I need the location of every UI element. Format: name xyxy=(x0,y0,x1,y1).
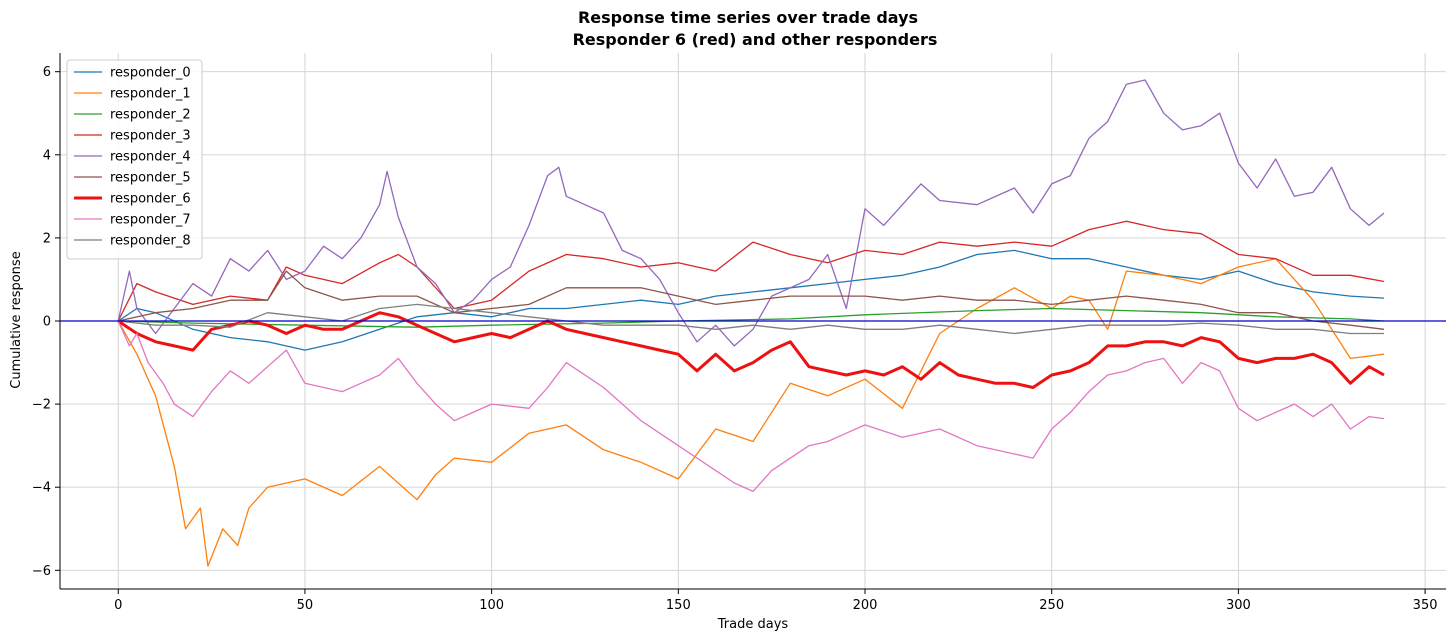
x-tick-label: 350 xyxy=(1413,598,1438,613)
y-tick-label: −2 xyxy=(32,398,51,413)
y-tick-label: 2 xyxy=(43,231,51,246)
x-axis-label: Trade days xyxy=(717,617,789,632)
x-tick-label: 250 xyxy=(1039,598,1064,613)
y-tick-label: 4 xyxy=(43,148,51,163)
x-tick-label: 200 xyxy=(853,598,878,613)
series-line-responder_4 xyxy=(117,79,1385,347)
series-line-responder_1 xyxy=(117,258,1385,567)
y-tick-label: −4 xyxy=(32,481,51,496)
x-tick-label: 0 xyxy=(114,598,122,613)
series-line-responder_2 xyxy=(118,307,1385,328)
legend-label-responder_4: responder_4 xyxy=(110,150,191,165)
legend-label-responder_2: responder_2 xyxy=(110,108,191,123)
x-tick-label: 150 xyxy=(666,598,691,613)
legend-label-responder_6: responder_6 xyxy=(110,192,191,207)
legend-label-responder_1: responder_1 xyxy=(110,87,191,102)
x-tick-label: 300 xyxy=(1226,598,1251,613)
x-tick-label: 50 xyxy=(297,598,314,613)
series-group xyxy=(60,79,1446,567)
series-line-responder_3 xyxy=(117,220,1385,322)
axes: 0 50 100 150 200 250 300 350 −6 −4 −2 0 2 4 6 xyxy=(32,53,1446,613)
legend-label-responder_3: responder_3 xyxy=(110,129,191,144)
series-line-responder_5 xyxy=(118,270,1385,330)
series-line-responder_6 xyxy=(117,311,1385,389)
legend-label-responder_0: responder_0 xyxy=(110,66,191,81)
x-tick-label: 100 xyxy=(479,598,504,613)
y-tick-label: 0 xyxy=(43,315,51,330)
legend-label-responder_8: responder_8 xyxy=(110,234,191,249)
legend-box xyxy=(66,59,203,260)
series-line-responder_8 xyxy=(118,303,1384,335)
chart-title: Response time series over trade days xyxy=(578,8,918,27)
y-tick-label: 6 xyxy=(43,65,51,80)
legend-label-responder_7: responder_7 xyxy=(110,213,191,228)
legend: responder_0 responder_1 responder_2respond… xyxy=(66,59,203,260)
legend-label-responder_5: responder_5 xyxy=(110,171,191,186)
y-axis-label: Cumulative response xyxy=(9,251,24,388)
series-line-responder_0 xyxy=(117,249,1385,351)
chart-subtitle: Responder 6 (red) and other responders xyxy=(573,30,938,49)
grid xyxy=(60,53,1446,589)
series-line-responder_7 xyxy=(117,320,1385,493)
y-tick-label: −6 xyxy=(32,564,51,579)
